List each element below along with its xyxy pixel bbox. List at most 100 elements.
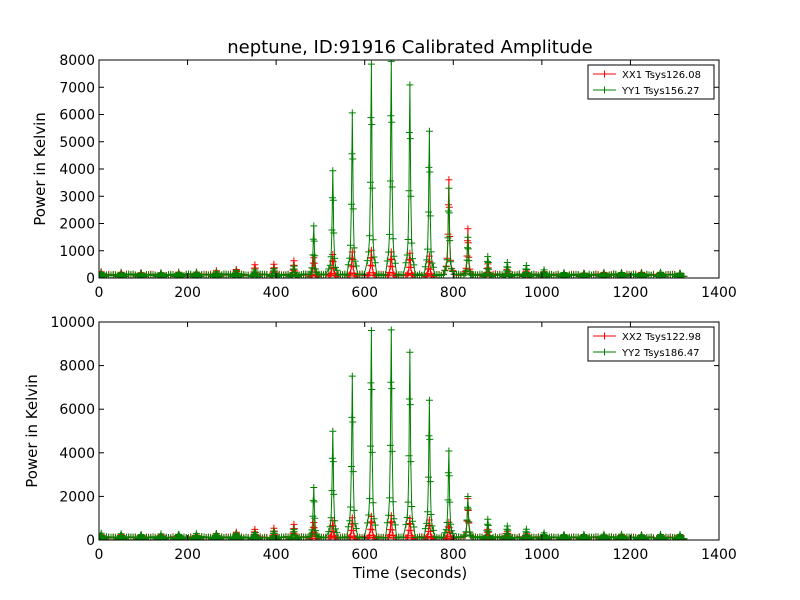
x-tick-label: 0: [95, 547, 104, 563]
data-point-yy: [677, 272, 685, 278]
data-point-xx: [367, 261, 374, 269]
data-point-yy: [541, 271, 549, 278]
data-point-yy: [622, 535, 630, 540]
data-point-yy: [386, 494, 393, 502]
data-point-yy: [405, 395, 413, 403]
data-point-yy: [523, 269, 531, 277]
data-point-yy: [367, 379, 375, 387]
x-tick-label: 600: [351, 285, 378, 301]
data-point-yy: [309, 496, 317, 504]
x-tick-label: 600: [351, 547, 378, 563]
data-point-yy: [274, 535, 282, 540]
data-point-yy: [121, 535, 129, 540]
data-point-yy: [352, 525, 360, 533]
data-point-yy: [448, 527, 455, 535]
y-tick-label: 5000: [59, 135, 95, 151]
data-point-yy: [363, 257, 371, 265]
data-point-yy: [344, 261, 352, 269]
data-point-yy: [387, 378, 395, 386]
data-point-xx: [387, 518, 395, 526]
data-point-yy: [426, 435, 434, 443]
y-tick-label: 3000: [59, 189, 95, 205]
data-point-yy: [484, 259, 492, 266]
data-point-yy: [604, 272, 612, 278]
data-point-yy: [501, 534, 509, 540]
data-point-yy: [351, 257, 359, 265]
data-point-yy: [661, 272, 668, 278]
data-point-yy: [310, 237, 318, 245]
data-point-yy: [349, 205, 357, 213]
data-point-yy: [368, 386, 376, 393]
data-point-yy: [367, 114, 375, 122]
data-point-yy: [464, 233, 472, 241]
data-point-yy: [650, 271, 657, 278]
data-point-yy: [420, 271, 428, 278]
legend-box: [587, 326, 715, 362]
x-tick-label: 200: [174, 547, 201, 563]
data-point-yy: [677, 534, 685, 540]
data-point-yy: [612, 533, 620, 540]
data-point-yy: [382, 534, 389, 540]
data-point-yy: [406, 135, 414, 143]
bottom-plot: 0 200 400 600 800 1000 1200 1400 0 2000 4000 6000 80…: [23, 315, 737, 563]
data-point-yy: [365, 248, 373, 256]
data-point-yy: [421, 263, 429, 271]
data-point-yy: [151, 271, 159, 278]
y-tick-label: 4000: [59, 162, 95, 178]
data-point-yy: [429, 263, 437, 271]
data-point-yy: [441, 267, 449, 275]
data-point-xx: [404, 269, 412, 277]
data-point-yy: [330, 490, 338, 498]
data-point-yy: [406, 348, 414, 356]
plot-frame: [98, 321, 720, 541]
data-point-yy: [403, 251, 411, 259]
data-point-yy: [328, 454, 336, 462]
data-point-yy: [370, 253, 378, 261]
data-point-yy: [423, 519, 431, 527]
data-point-yy: [581, 534, 589, 540]
data-point-yy: [428, 522, 436, 530]
data-point-yy: [284, 271, 292, 278]
data-point-yy: [650, 534, 657, 540]
data-point-yy: [349, 155, 357, 163]
data-point-yy: [347, 463, 355, 470]
data-point-yy: [343, 534, 351, 540]
data-point-xx: [388, 526, 396, 534]
data-point-yy: [308, 526, 316, 534]
data-point-yy: [465, 257, 473, 265]
data-point-yy: [391, 521, 399, 529]
data-point-yy: [216, 272, 224, 278]
data-point-yy: [440, 533, 447, 540]
y-tick-label: 0: [86, 271, 95, 287]
data-point-yy: [327, 253, 335, 261]
data-point-yy: [161, 535, 169, 540]
data-point-yy: [420, 534, 428, 540]
data-point-yy: [368, 184, 376, 192]
legend: XX1 Tsys126.08 YY1 Tsys156.27: [587, 64, 715, 100]
data-point-yy: [405, 452, 413, 460]
data-point-yy: [425, 127, 433, 135]
data-point-yy: [402, 259, 410, 267]
data-point-xx: [445, 176, 453, 184]
data-point-yy: [464, 505, 472, 513]
data-point-yy: [485, 527, 493, 535]
data-point-xx: [464, 225, 472, 233]
data-point-yy: [330, 229, 338, 237]
data-point-yy: [405, 187, 413, 195]
data-point-yy: [368, 448, 376, 456]
data-point-yy: [386, 441, 394, 449]
data-point-yy: [507, 272, 515, 278]
x-tick-label: 1000: [524, 285, 560, 301]
data-point-yy: [352, 262, 360, 270]
x-tick-label: 1200: [613, 285, 649, 301]
data-point-yy: [544, 535, 552, 540]
data-point-yy: [389, 498, 397, 506]
data-point-yy: [426, 168, 434, 176]
legend-swatch-marker: [601, 86, 608, 94]
data-point-yy: [328, 226, 336, 234]
data-point-yy: [464, 503, 471, 511]
data-point-yy: [460, 532, 468, 540]
data-point-yy: [388, 385, 396, 393]
data-point-yy: [346, 517, 354, 525]
